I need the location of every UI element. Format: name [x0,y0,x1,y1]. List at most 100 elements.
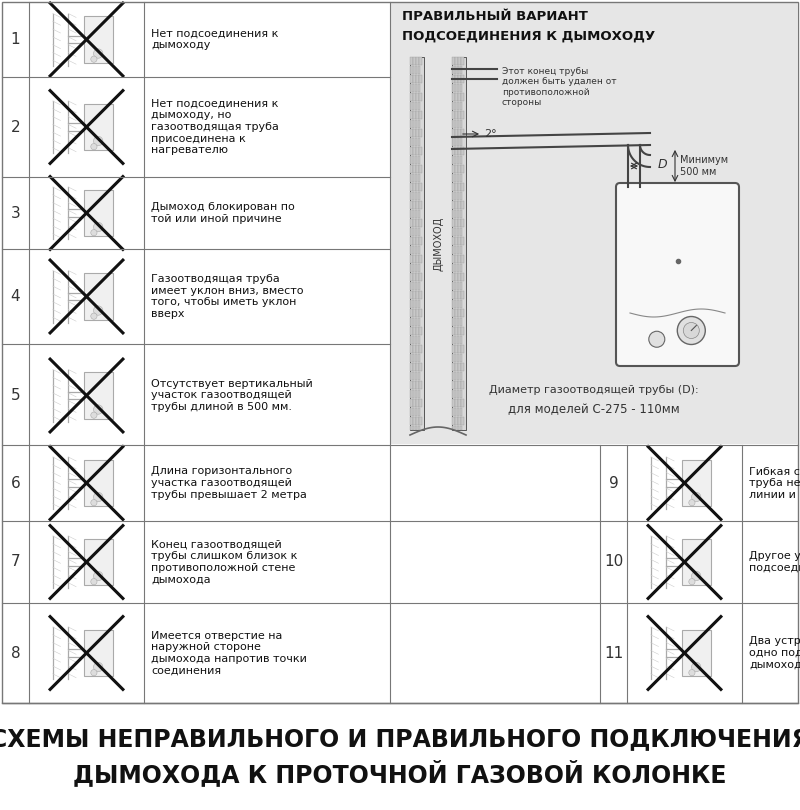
Bar [452,138,453,146]
Bar [454,102,456,110]
Bar [414,84,417,92]
Bar [418,66,420,74]
Bar [459,318,462,326]
Bar [452,111,454,119]
Circle shape [94,49,103,58]
Bar [416,381,418,389]
Bar [414,102,417,110]
Bar [410,291,413,299]
Bar [410,300,411,308]
Bar [413,417,415,425]
Bar [457,138,459,146]
Bar [411,318,414,326]
Bar [414,174,417,182]
Circle shape [689,500,695,505]
Bar [414,372,417,380]
Bar [413,219,415,227]
Circle shape [649,331,665,347]
Bar [419,327,422,335]
Bar [410,174,411,182]
Bar [459,408,462,416]
Bar [84,372,113,419]
Circle shape [90,412,97,418]
Bar [419,381,422,389]
Bar [414,228,417,236]
Bar [414,264,417,272]
Bar [461,201,463,209]
Bar [455,57,458,65]
Bar [414,282,417,290]
Bar [452,327,454,335]
Bar [418,354,420,362]
Bar [416,93,418,101]
Bar [459,300,462,308]
Bar [410,120,411,128]
Circle shape [90,313,97,319]
Circle shape [94,571,103,581]
Bar [457,390,459,398]
Bar [410,66,411,74]
Bar [454,156,456,164]
Text: 2: 2 [10,120,20,134]
Bar [454,138,456,146]
Bar [459,336,462,344]
Circle shape [683,322,699,339]
Bar [410,381,413,389]
Bar [418,282,420,290]
Bar [416,201,418,209]
Bar [418,174,420,182]
Bar [458,381,461,389]
Bar [457,174,459,182]
Circle shape [691,571,701,581]
Bar [454,228,456,236]
Bar [419,273,422,281]
Bar [452,57,454,65]
Bar [418,192,420,200]
Bar [452,156,453,164]
Bar [459,264,462,272]
Bar [84,273,113,320]
Bar [414,210,417,218]
Bar [410,363,413,371]
Text: 1: 1 [10,32,20,47]
Text: Дымоход блокирован по
той или иной причине: Дымоход блокирован по той или иной причи… [151,202,294,224]
Bar [411,138,414,146]
Circle shape [689,578,695,585]
Bar [458,237,461,245]
Bar [419,345,422,353]
Bar [455,291,458,299]
Bar [411,192,414,200]
Bar [452,102,453,110]
Bar [457,246,459,254]
Bar [452,84,453,92]
Bar [457,120,459,128]
Bar [457,282,459,290]
Bar [454,390,456,398]
Bar [416,147,418,155]
Text: Длина горизонтального
участка газоотводящей
трубы превышает 2 метра: Длина горизонтального участка газоотводя… [151,467,307,500]
Bar [457,354,459,362]
Bar [391,3,797,444]
Bar [414,138,417,146]
Bar [458,165,461,173]
Bar [418,84,420,92]
Bar [459,390,462,398]
Bar [461,417,463,425]
Bar [410,327,413,335]
Circle shape [678,317,706,344]
Bar [418,138,420,146]
Circle shape [94,223,103,232]
Text: 10: 10 [604,555,623,569]
Bar [418,372,420,380]
Bar [458,111,461,119]
Text: 8: 8 [10,646,20,660]
Bar [419,309,422,317]
Bar [410,372,411,380]
Bar [410,354,411,362]
Bar [461,111,463,119]
FancyBboxPatch shape [616,183,739,366]
Circle shape [90,229,97,236]
Bar [411,264,414,272]
Bar [452,354,453,362]
Bar [454,300,456,308]
